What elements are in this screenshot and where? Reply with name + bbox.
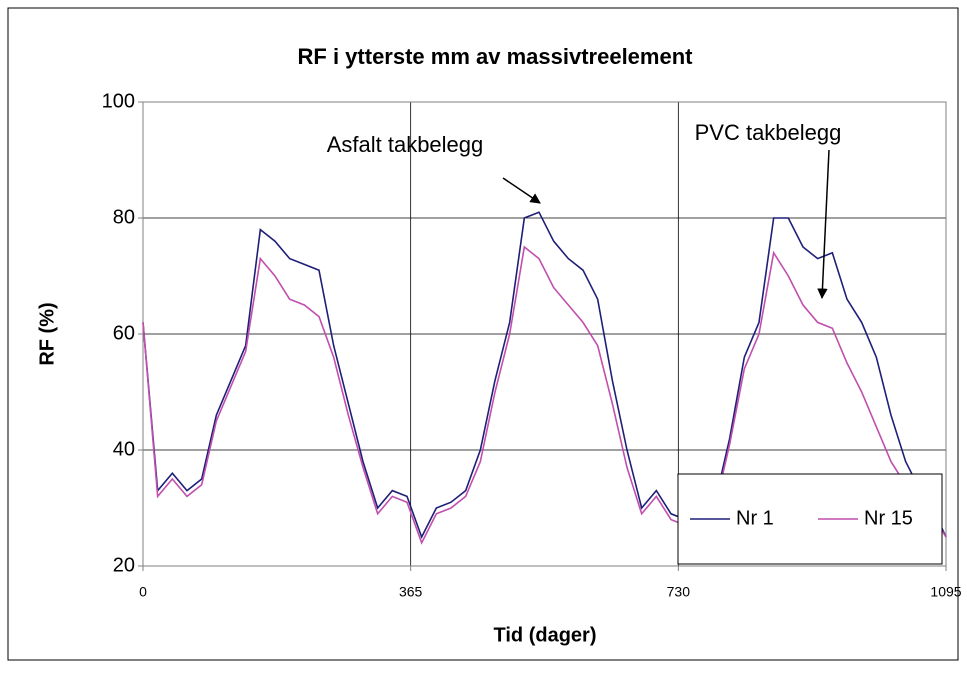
legend-label: Nr 1: [736, 507, 774, 529]
y-tick-label: 100: [102, 90, 135, 112]
legend: Nr 1 Nr 15: [677, 473, 943, 565]
y-axis-label: RF (%): [36, 302, 58, 365]
data-line: [142, 245, 947, 545]
y-tick-label: 20: [113, 554, 135, 576]
x-tick-label: 730: [667, 584, 691, 600]
annotation-arrow: [817, 149, 830, 300]
y-tick-label: 80: [113, 206, 135, 228]
plot-area: [142, 101, 947, 567]
annotation: PVC takbelegg: [695, 120, 842, 145]
x-axis-label: Tid (dager): [494, 624, 597, 646]
chart-title: RF i ytterste mm av massivtreelement: [298, 44, 694, 69]
x-tick-label: 0: [139, 584, 147, 600]
y-tick-label: 60: [113, 322, 135, 344]
y-tick-label: 40: [113, 438, 135, 460]
data-line: [142, 211, 947, 540]
annotation-arrow: [502, 177, 541, 204]
x-tick-label: 1095: [930, 584, 961, 600]
x-tick-label: 365: [399, 584, 423, 600]
annotation: Asfalt takbelegg: [327, 132, 484, 157]
legend-label: Nr 15: [864, 507, 913, 529]
